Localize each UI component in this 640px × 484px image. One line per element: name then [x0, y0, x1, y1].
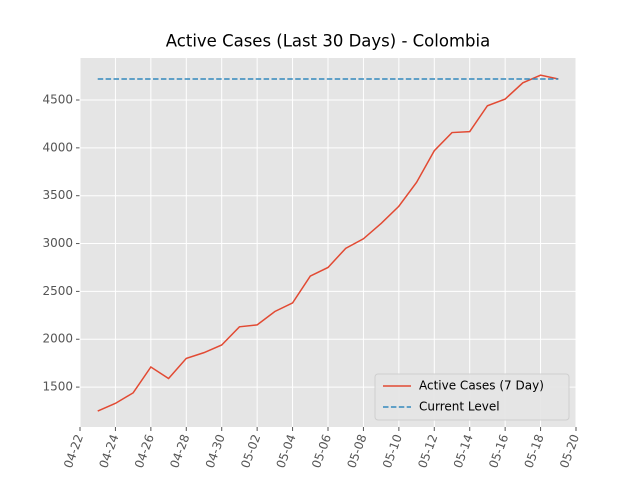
x-tick-label: 05-10 [380, 432, 405, 470]
x-tick-label: 04-24 [96, 432, 121, 470]
x-tick-label: 05-12 [415, 432, 440, 470]
legend-box [374, 373, 570, 421]
x-tick-label: 04-28 [167, 432, 192, 470]
y-tick-label: 2000 [42, 332, 73, 346]
x-tick-label: 05-18 [522, 432, 547, 470]
x-tick-label: 05-06 [309, 432, 334, 470]
y-tick-label: 3500 [42, 188, 73, 202]
x-tick-label: 04-30 [203, 432, 228, 470]
y-tick-label: 4000 [42, 140, 73, 154]
x-tick-label: 04-26 [132, 432, 157, 470]
y-tick-label: 2500 [42, 284, 73, 298]
x-tick-label: 05-08 [344, 432, 369, 470]
y-tick-label: 3000 [42, 236, 73, 250]
x-tick-label: 05-04 [274, 432, 299, 470]
x-tick-label: 04-22 [61, 432, 86, 470]
x-tick-label: 05-20 [557, 432, 582, 470]
y-tick-label: 4500 [42, 93, 73, 107]
legend-label: Current Level [419, 400, 500, 414]
chart-title: Active Cases (Last 30 Days) - Colombia [166, 32, 490, 51]
x-tick-label: 05-16 [486, 432, 511, 470]
legend-label: Active Cases (7 Day) [419, 379, 544, 393]
line [97, 74, 559, 412]
x-tick-label: 05-14 [451, 432, 476, 470]
y-tick-label: 1500 [42, 380, 73, 394]
x-tick-label: 05-02 [238, 432, 263, 470]
